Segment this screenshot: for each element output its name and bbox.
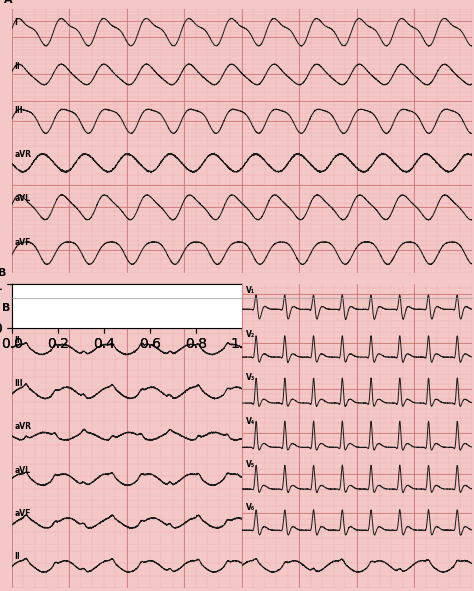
Text: III: III: [15, 106, 23, 115]
Text: V₁: V₁: [246, 287, 255, 296]
Text: aVL: aVL: [15, 194, 31, 203]
Text: I: I: [15, 18, 18, 27]
Text: aVF: aVF: [14, 509, 30, 518]
Text: V₃: V₃: [246, 374, 255, 382]
Text: I: I: [14, 292, 17, 301]
Text: A: A: [4, 0, 12, 5]
Text: aVF: aVF: [15, 238, 31, 247]
Text: V₅: V₅: [246, 460, 255, 469]
Text: II: II: [14, 553, 20, 561]
Text: III: III: [14, 379, 23, 388]
Text: B: B: [0, 268, 7, 278]
Text: V₄: V₄: [246, 417, 255, 426]
Text: aVL: aVL: [14, 466, 30, 475]
Text: V₂: V₂: [246, 330, 255, 339]
Text: aVR: aVR: [14, 423, 31, 431]
Text: II: II: [14, 336, 20, 345]
Text: B: B: [2, 303, 11, 313]
Text: aVR: aVR: [15, 150, 32, 159]
Text: V₆: V₆: [246, 504, 255, 512]
Text: II: II: [15, 61, 20, 71]
